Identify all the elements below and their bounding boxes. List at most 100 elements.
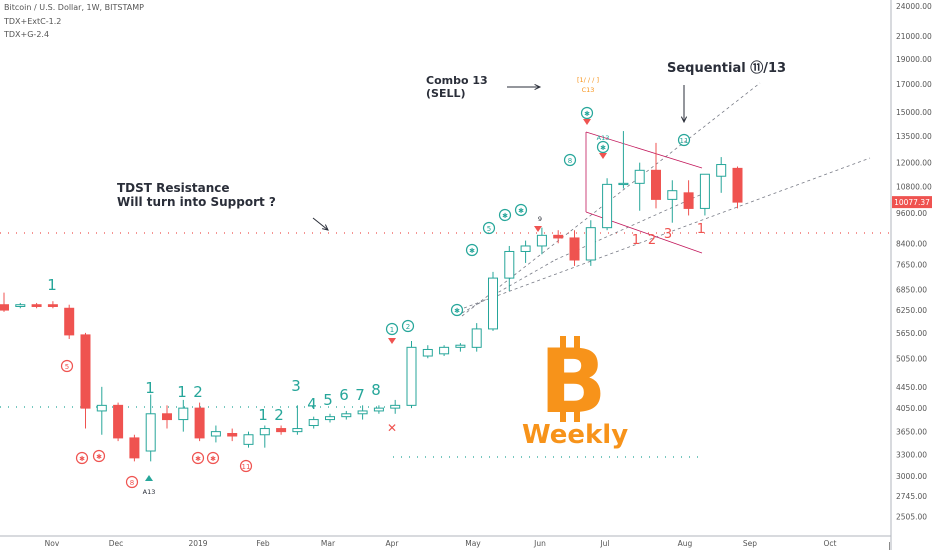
- x-tick-label: Oct: [824, 539, 837, 548]
- sell-arrow-icon: [534, 226, 542, 232]
- candle-body[interactable]: [504, 250, 515, 279]
- sell-arrow-icon: [599, 153, 607, 159]
- td-setup-circle-icon: [514, 203, 528, 217]
- candle-body[interactable]: [439, 346, 450, 355]
- candle-body[interactable]: [210, 431, 221, 437]
- candle-body[interactable]: [634, 169, 645, 184]
- candle-body[interactable]: [276, 428, 287, 433]
- candle-body[interactable]: [422, 348, 433, 357]
- candle-body[interactable]: [162, 413, 172, 421]
- candle-body[interactable]: [96, 404, 107, 412]
- candle-body[interactable]: [243, 434, 254, 445]
- candle-body[interactable]: [732, 167, 743, 203]
- candle-body[interactable]: [47, 304, 58, 307]
- candle-body[interactable]: [553, 234, 564, 239]
- y-tick-label: 2505.00: [896, 513, 927, 522]
- candle-body[interactable]: [0, 304, 9, 311]
- candle-body[interactable]: [406, 346, 417, 406]
- td-setup-circle-icon: [596, 140, 610, 154]
- td-count-label: 3: [291, 377, 301, 395]
- sequential-annotation: Sequential ⑪/13: [667, 61, 787, 76]
- td-setup-circle-label: ✱: [600, 144, 606, 152]
- y-tick-label: 15000.00: [896, 108, 932, 117]
- y-tick-label: 4450.00: [896, 383, 927, 392]
- candle-body[interactable]: [618, 182, 629, 186]
- candle-body[interactable]: [667, 190, 678, 200]
- candle-body[interactable]: [585, 227, 596, 261]
- tdst-arrow-icon: [312, 217, 329, 231]
- candle-body[interactable]: [178, 407, 189, 421]
- candle-body[interactable]: [325, 416, 335, 421]
- td-setup-circle-icon: [92, 449, 106, 463]
- candle-body[interactable]: [194, 407, 205, 439]
- y-tick-label: 3000.00: [896, 472, 927, 481]
- x-tick-label: Apr: [386, 539, 400, 548]
- y-tick-label: 21000.00: [896, 32, 932, 41]
- combo-marker-label: [1/ / / ]: [577, 76, 599, 84]
- td-setup-circle-icon: [60, 359, 74, 373]
- x-tick-label: Jun: [533, 539, 546, 548]
- trend-line: [463, 157, 871, 309]
- y-tick-label: 5050.00: [896, 354, 927, 363]
- candle-body[interactable]: [488, 277, 498, 330]
- candle-body[interactable]: [292, 428, 303, 433]
- candle-body[interactable]: [15, 304, 26, 307]
- td-setup-circle-icon: [677, 133, 691, 147]
- candle-body[interactable]: [471, 328, 482, 348]
- candle-body[interactable]: [113, 404, 124, 439]
- x-tick-label: Feb: [256, 539, 270, 548]
- candle-body[interactable]: [569, 237, 580, 261]
- td-setup-circle-label: 8: [130, 479, 134, 487]
- td-setup-circle-label: 5: [487, 225, 491, 233]
- x-tick-label: Aug: [678, 539, 693, 548]
- a13-top-label: A13: [597, 134, 610, 142]
- candle-body[interactable]: [31, 304, 42, 307]
- cancel-x-icon: ✕: [387, 421, 397, 435]
- y-tick-label: 19000.00: [896, 55, 932, 64]
- candle-body[interactable]: [308, 419, 319, 427]
- candle-body[interactable]: [716, 164, 727, 177]
- candle-body[interactable]: [683, 192, 694, 209]
- td-count-label: 4: [307, 395, 317, 413]
- x-tick-label: Nov: [45, 539, 60, 548]
- combo-line-2: (SELL): [426, 87, 466, 100]
- tdst-line-2: Will turn into Support ?: [117, 195, 276, 209]
- td-setup-circle-label: ✱: [210, 455, 216, 463]
- td-count-label: 2: [648, 233, 656, 248]
- td-count-label: 2: [193, 383, 203, 401]
- y-tick-label: 24000.00: [896, 2, 932, 11]
- candle-body[interactable]: [602, 183, 613, 229]
- candle-body[interactable]: [129, 437, 140, 459]
- y-tick-label: 2745.00: [896, 492, 927, 501]
- candle-body[interactable]: [373, 407, 384, 412]
- td-count-label: 3: [664, 227, 672, 242]
- candle-body[interactable]: [455, 344, 466, 348]
- candle-body[interactable]: [259, 428, 270, 436]
- candle-body[interactable]: [227, 432, 238, 437]
- candle-body[interactable]: [651, 169, 661, 200]
- candle-body[interactable]: [80, 334, 91, 409]
- candle-body[interactable]: [64, 307, 75, 336]
- tdst-arrow-icon-head: [322, 224, 329, 231]
- candle-body[interactable]: [536, 234, 547, 247]
- td-setup-circle-icon: [465, 243, 479, 257]
- td-count-label: 1: [632, 233, 640, 248]
- candle-body[interactable]: [390, 404, 401, 409]
- candle-body[interactable]: [699, 173, 710, 209]
- candle-body[interactable]: [357, 410, 368, 415]
- sell-arrow-icon: [583, 119, 591, 125]
- td-marks-layer: 11 1 21 234 5 6 7 81 2 3 15✱ ✱8✱ ✱111 2✱✱5✱✱8✱✱11✕A13…: [47, 76, 705, 496]
- channel-upper-line: [585, 131, 703, 169]
- current-price-badge: [892, 196, 932, 209]
- candle-body[interactable]: [520, 245, 531, 252]
- candle-body[interactable]: [341, 413, 352, 418]
- td-setup-circle-label: ✱: [518, 207, 524, 215]
- td-setup-circle-label: 8: [568, 157, 572, 165]
- td-count-label: 1: [47, 276, 57, 294]
- candles-layer: [0, 131, 743, 462]
- indicator-label-1: TDX+ExtC-1.2: [4, 17, 62, 26]
- current-price-label: 10077.37: [894, 198, 930, 207]
- candle-body[interactable]: [145, 413, 156, 452]
- td-setup-circle-icon: [450, 303, 464, 317]
